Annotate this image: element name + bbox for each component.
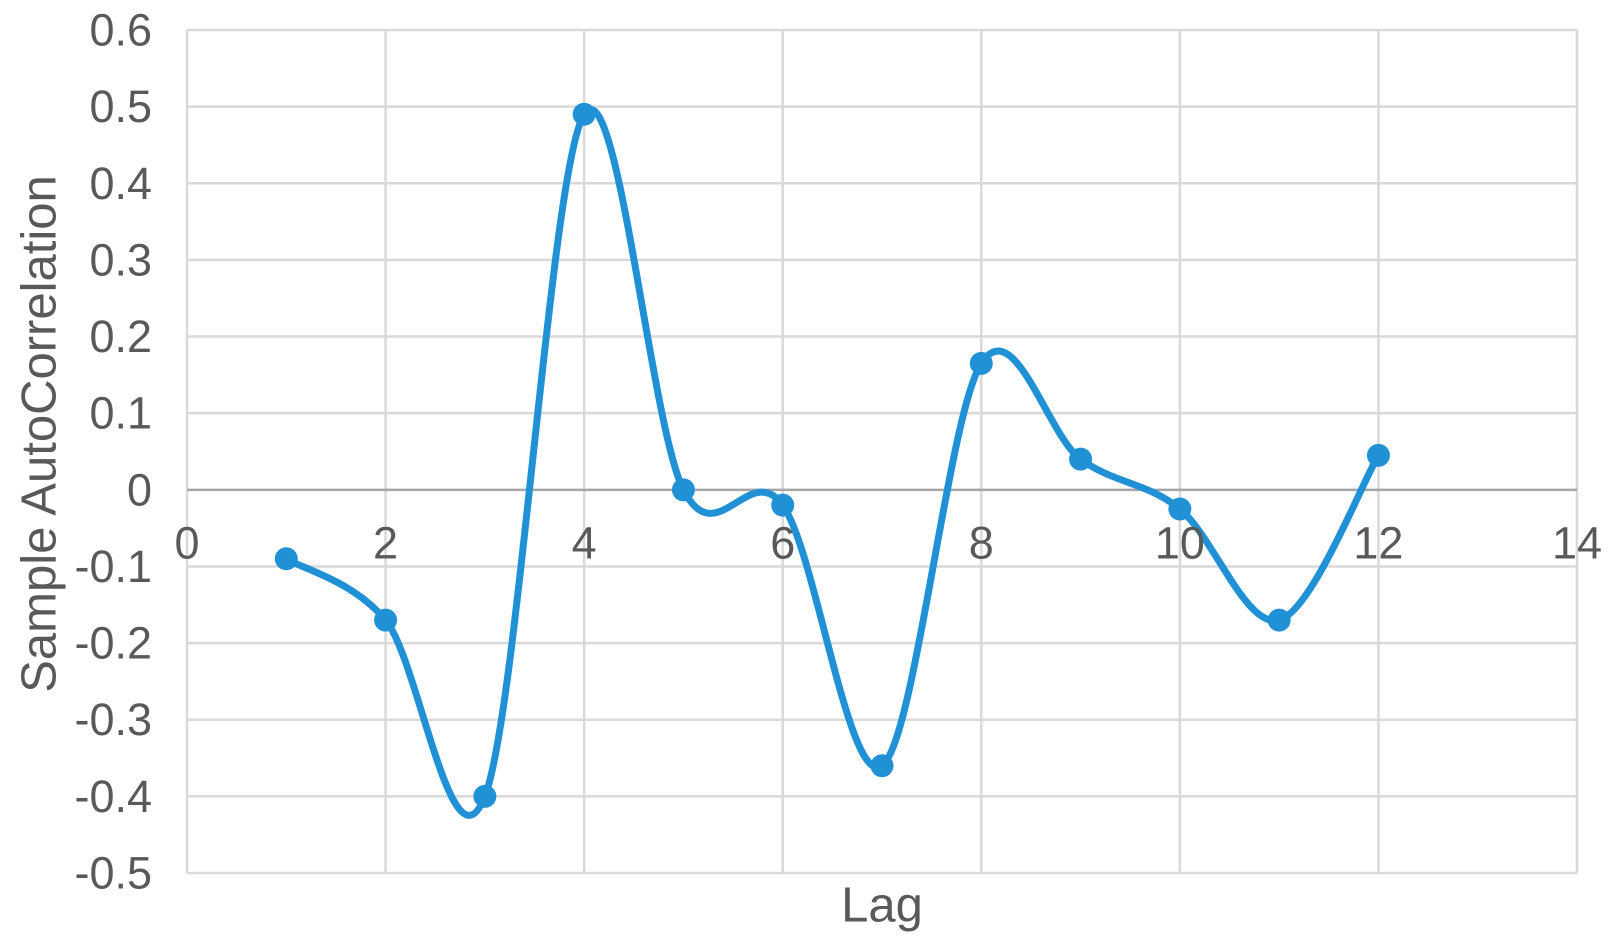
data-point-marker	[671, 478, 695, 502]
y-tick-label: 0.1	[89, 388, 152, 439]
x-tick-label: 6	[770, 517, 795, 568]
x-tick-label: 14	[1552, 517, 1602, 568]
y-tick-label: 0	[127, 464, 152, 515]
data-point-marker	[1168, 497, 1192, 521]
series-line	[282, 106, 1382, 819]
x-tick-label: 2	[373, 517, 398, 568]
y-tick-label: 0.5	[89, 81, 152, 132]
x-tick-label: 10	[1155, 517, 1205, 568]
data-point-marker	[870, 754, 894, 778]
y-tick-label: -0.3	[74, 694, 152, 745]
y-axis-title: Sample AutoCorrelation	[12, 175, 67, 693]
data-point-marker	[1366, 443, 1390, 467]
data-point-marker	[1069, 447, 1093, 471]
y-tick-label: -0.4	[74, 771, 152, 822]
x-tick-label: 0	[174, 517, 199, 568]
y-tick-label: 0.3	[89, 234, 152, 285]
x-tick-label: 8	[969, 517, 994, 568]
data-point-marker	[374, 608, 398, 632]
y-tick-label: 0.6	[89, 5, 152, 56]
data-point-marker	[274, 547, 298, 571]
data-point-marker	[572, 102, 596, 126]
y-tick-label: -0.1	[74, 541, 152, 592]
data-point-marker	[473, 784, 497, 808]
y-tick-label: 0.4	[89, 158, 152, 209]
x-tick-label: 12	[1353, 517, 1403, 568]
x-tick-label: 4	[572, 517, 597, 568]
data-point-marker	[771, 493, 795, 517]
y-tick-label: 0.2	[89, 311, 152, 362]
data-point-marker	[969, 351, 993, 375]
data-point-marker	[1267, 608, 1291, 632]
y-tick-label: -0.5	[74, 848, 152, 899]
x-axis-title: Lag	[841, 878, 923, 933]
y-tick-label: -0.2	[74, 618, 152, 669]
